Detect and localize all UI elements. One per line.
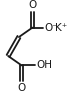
Text: OH: OH [36,60,52,70]
Text: K⁺: K⁺ [55,23,68,33]
Text: O: O [18,83,26,93]
Text: O⁻: O⁻ [44,23,58,33]
Text: O: O [28,0,37,10]
